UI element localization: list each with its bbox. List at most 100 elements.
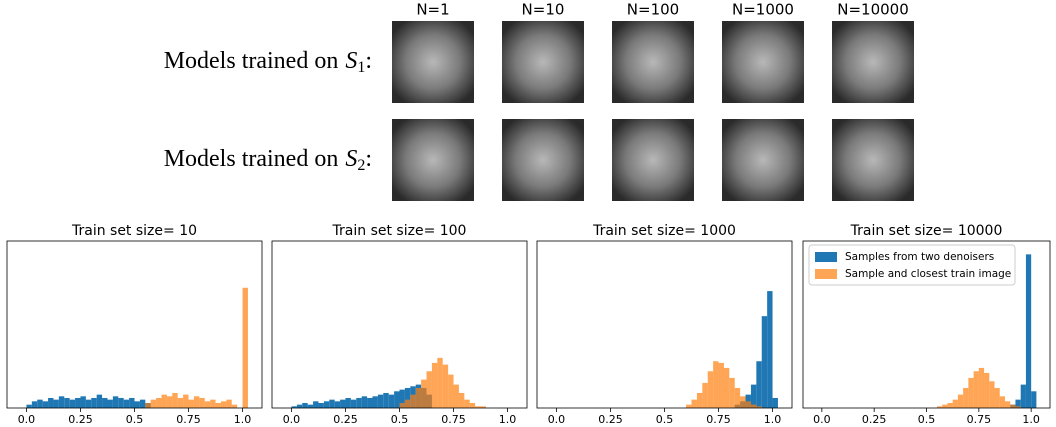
hist-bar [1020,384,1026,408]
hist-bar [978,367,985,408]
hist-bar [193,396,200,408]
x-tick-label: 0.0 [548,413,566,426]
hist-bar [1010,404,1016,408]
face-image [502,119,584,201]
x-tick-label: 0.25 [333,413,358,426]
hist-bar [291,406,297,408]
hist-bar [329,399,335,408]
hist-bar [139,399,146,408]
hist-bar [323,401,330,408]
hist-bar [729,377,735,408]
hist-bar [37,399,43,408]
hist-bar [691,399,697,408]
legend-label: Samples from two denoisers [845,251,994,263]
hist-bar [340,399,346,408]
hist-bar [458,392,465,408]
hist-bar [91,397,97,408]
column-label: N=1 [416,1,449,19]
hist-bar [199,397,205,408]
hist-bar [442,364,449,408]
x-tick-label: 1.0 [234,413,252,426]
face-image [392,119,474,201]
hist-bar [404,387,411,408]
hist-bar [480,406,486,408]
x-tick-label: 0.75 [441,413,466,426]
hist-bar [723,367,730,408]
hist-bar [772,397,778,408]
hist-bar [394,391,400,408]
hist-bar [936,406,943,408]
hist-bar [26,404,32,408]
hist-bar [188,399,194,408]
x-tick-label: 0.0 [18,413,36,426]
row-label-symbol: S [345,146,357,172]
chart-title: Train set size= 10 [71,223,197,239]
hist-bar [404,399,411,408]
hist-bar [1004,401,1011,408]
chart-title: Train set size= 1000 [592,223,736,239]
hist-bar [707,371,714,408]
hist-bar [112,396,119,408]
hist-bar [31,401,38,408]
hist-bar [426,371,432,408]
hist-bar [145,402,151,408]
x-tick-label: 0.25 [68,413,93,426]
row-label: Models trained on S1: [164,48,372,76]
hist-bar [172,392,178,408]
hist-bar [166,396,173,408]
column-label: N=10 [522,1,565,19]
chart-title: Train set size= 10000 [850,223,1003,239]
hist-bar [399,389,405,408]
hist-bar [984,372,990,408]
face-image [722,21,804,103]
hist-bar [48,397,54,408]
hist-bar [464,399,470,408]
hist-bar [453,384,459,408]
hist-bar [448,374,454,408]
face-image [392,21,474,103]
hist-bar [973,371,979,408]
hist-bar [334,401,341,408]
x-tick-label: 1.0 [1022,413,1040,426]
hist-bar [107,399,113,408]
plot-frame [536,240,793,409]
hist-bar [431,362,438,408]
x-tick-label: 0.75 [706,413,731,426]
hist-bar [307,404,314,408]
face-image [832,21,914,103]
x-tick-label: 0.75 [967,413,992,426]
hist-bar [296,404,303,408]
legend-label: Sample and closest train image [845,268,1011,280]
hist-bar [952,399,958,408]
hist-bar [469,402,476,408]
hist-bar [215,402,221,408]
face-image [832,119,914,201]
chart-title: Train set size= 100 [332,223,467,239]
hist-bar [756,361,762,408]
hist-bar [421,379,427,408]
plot-frame [271,240,528,409]
hist-bar [963,387,969,408]
face-image [502,21,584,103]
row-label-symbol: S [345,48,357,74]
x-tick-label: 1.0 [499,413,517,426]
hist-bar [96,394,103,408]
hist-bar [756,406,762,408]
hist-bar [242,287,248,408]
hist-bar [989,381,995,408]
x-tick-label: 0.0 [283,413,301,426]
hist-bar [345,397,351,408]
hist-bar [313,401,319,408]
hist-bar [410,394,416,408]
hist-bar [415,387,422,408]
hist-bar [356,397,362,408]
column-label: N=1000 [732,1,794,19]
hist-bar [767,291,773,408]
hist-bar [399,402,405,408]
hist-bar [718,362,724,408]
hist-bar [53,399,59,408]
hist-bar [118,397,124,408]
hist-bar [58,396,65,408]
hist-bar [475,406,481,408]
